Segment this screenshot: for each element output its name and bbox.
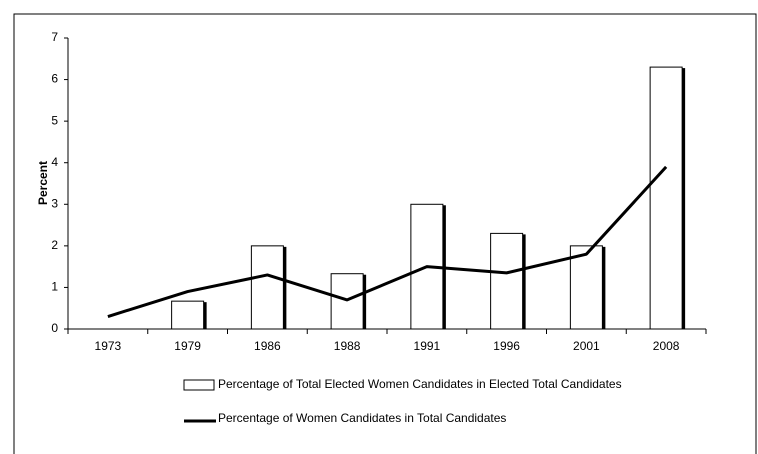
y-tick-label: 2: [51, 238, 58, 252]
bar-shadow: [682, 68, 686, 329]
y-tick-label: 1: [51, 280, 58, 294]
bar: [490, 232, 524, 330]
legend-label: Percentage of Women Candidates in Total …: [218, 411, 507, 425]
y-tick-label: 7: [51, 30, 58, 44]
y-tick-label: 6: [51, 72, 58, 86]
bar: [569, 245, 603, 330]
bar: [250, 245, 284, 330]
bar: [649, 66, 683, 330]
x-tick-label: 1988: [334, 339, 361, 353]
x-tick-label: 1996: [493, 339, 520, 353]
bar-shadow: [522, 234, 526, 329]
y-tick-label: 0: [51, 321, 58, 335]
legend-label: Percentage of Total Elected Women Candid…: [218, 377, 622, 391]
y-axis-label: Percent: [36, 161, 50, 205]
frame: [13, 13, 757, 454]
x-tick-label: 1979: [174, 339, 201, 353]
bar-shadow: [203, 302, 207, 329]
bar-shadow: [283, 246, 287, 329]
y-tick-label: 3: [51, 196, 58, 210]
x-tick-label: 2008: [653, 339, 680, 353]
line: [107, 165, 668, 318]
x-tick-label: 2001: [573, 339, 600, 353]
x-tick-label: 1986: [254, 339, 281, 353]
y-tick-label: 4: [51, 155, 58, 169]
y-tick-label: 5: [51, 113, 58, 127]
x-tick-label: 1991: [414, 339, 441, 353]
bar: [330, 273, 364, 330]
x-tick-label: 1973: [95, 339, 122, 353]
bar-shadow: [602, 246, 606, 329]
legend-swatch: [183, 379, 215, 391]
bar: [171, 300, 205, 330]
bar-shadow: [363, 274, 367, 329]
